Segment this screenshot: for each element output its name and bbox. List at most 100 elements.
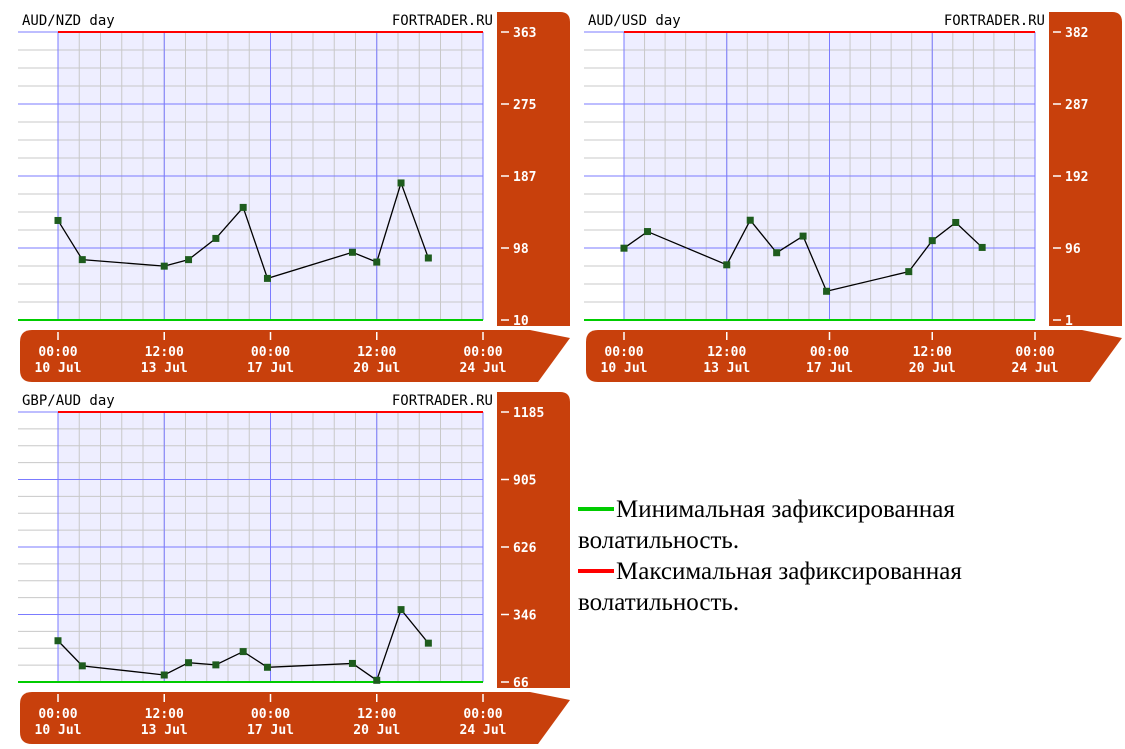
x-axis-band [20, 692, 570, 744]
chart-panel-gbp-aud: GBP/AUD day FORTRADER.RU 1185 905 626 346 66 00… [18, 390, 572, 748]
data-point [823, 287, 831, 295]
data-point [239, 203, 247, 211]
chart-brand: FORTRADER.RU [392, 393, 493, 409]
data-point [348, 248, 356, 256]
y-tick-label: 363 [513, 26, 536, 41]
x-tick-date: 17 Jul [806, 361, 853, 376]
data-point [978, 243, 986, 251]
y-axis-band [1049, 12, 1122, 326]
data-point [952, 218, 960, 226]
y-tick-label: 905 [513, 474, 536, 489]
y-tick-label: 1185 [513, 406, 544, 421]
x-axis-band [20, 330, 570, 382]
chart-title: GBP/AUD day [22, 393, 115, 409]
x-tick-time: 00:00 [251, 345, 290, 360]
data-point [773, 249, 781, 257]
y-tick-label: 346 [513, 609, 537, 624]
y-tick-label: 287 [1065, 98, 1088, 113]
data-point [424, 254, 432, 262]
y-tick-label: 98 [513, 242, 529, 257]
data-point [212, 234, 220, 242]
x-tick-date: 13 Jul [141, 723, 188, 738]
x-tick-time: 00:00 [251, 707, 290, 722]
data-point [373, 258, 381, 266]
chart-aud-nzd: AUD/NZD day FORTRADER.RU 363 275 187 98 10 00:0… [18, 12, 570, 382]
data-point [263, 663, 271, 671]
x-tick-date: 20 Jul [353, 723, 400, 738]
x-tick-date: 24 Jul [460, 361, 507, 376]
legend-swatch-max [578, 569, 614, 574]
x-tick-date: 10 Jul [35, 361, 82, 376]
data-point [160, 671, 168, 679]
x-tick-date: 17 Jul [247, 361, 294, 376]
data-point [928, 237, 936, 245]
grid [584, 31, 1036, 321]
data-point [373, 676, 381, 684]
data-point [239, 648, 247, 656]
data-point [185, 659, 193, 667]
data-point [160, 262, 168, 270]
x-tick-date: 20 Jul [909, 361, 956, 376]
chart-title: AUD/USD day [588, 13, 681, 29]
data-point [212, 661, 220, 669]
x-tick-time: 00:00 [38, 707, 77, 722]
x-tick-date: 13 Jul [141, 361, 188, 376]
data-point [348, 659, 356, 667]
x-tick-time: 00:00 [38, 345, 77, 360]
data-point [397, 606, 405, 614]
y-tick-label: 187 [513, 170, 536, 185]
data-point [723, 261, 731, 269]
chart-brand: FORTRADER.RU [944, 13, 1045, 29]
data-point [397, 179, 405, 187]
x-tick-date: 10 Jul [35, 723, 82, 738]
y-tick-label: 626 [513, 541, 537, 556]
x-tick-time: 00:00 [604, 345, 643, 360]
x-tick-time: 12:00 [913, 345, 952, 360]
legend-swatch-min [578, 507, 614, 512]
y-tick-label: 192 [1065, 170, 1088, 185]
legend-item-min: Минимальная зафиксированная волатильност… [578, 494, 1118, 556]
y-tick-label: 1 [1065, 314, 1073, 329]
x-tick-time: 00:00 [463, 345, 502, 360]
data-point [643, 228, 651, 236]
y-tick-label: 66 [513, 676, 529, 691]
x-tick-time: 12:00 [145, 707, 184, 722]
data-point [799, 232, 807, 240]
legend-item-max: Максимальная зафиксированная волатильнос… [578, 556, 1118, 618]
y-axis-band [497, 392, 570, 688]
y-tick-label: 275 [513, 98, 536, 113]
data-point [905, 268, 913, 276]
y-axis-band [497, 12, 570, 326]
x-tick-date: 24 Jul [460, 723, 507, 738]
data-point [263, 274, 271, 282]
chart-title: AUD/NZD day [22, 13, 115, 29]
data-point [620, 244, 628, 252]
y-tick-label: 96 [1065, 242, 1081, 257]
y-tick-label: 10 [513, 314, 529, 329]
data-point [78, 662, 86, 670]
x-tick-time: 00:00 [1015, 345, 1054, 360]
chart-gbp-aud: GBP/AUD day FORTRADER.RU 1185 905 626 346 66 00… [18, 392, 570, 744]
x-tick-time: 12:00 [357, 707, 396, 722]
x-tick-time: 12:00 [707, 345, 746, 360]
x-tick-date: 20 Jul [353, 361, 400, 376]
data-point [185, 256, 193, 264]
data-point [424, 639, 432, 647]
data-point [54, 637, 62, 645]
x-tick-time: 12:00 [145, 345, 184, 360]
y-tick-label: 382 [1065, 26, 1088, 41]
x-tick-time: 00:00 [810, 345, 849, 360]
x-tick-time: 00:00 [463, 707, 502, 722]
chart-brand: FORTRADER.RU [392, 13, 493, 29]
legend-max-text: Максимальная зафиксированная волатильнос… [578, 558, 962, 616]
legend-min-text: Минимальная зафиксированная волатильност… [578, 496, 955, 554]
chart-panel-aud-nzd: AUD/NZD day FORTRADER.RU 363 275 187 98 10 00:0… [18, 10, 572, 386]
data-point [746, 216, 754, 224]
x-axis-band [586, 330, 1122, 382]
x-tick-date: 17 Jul [247, 723, 294, 738]
x-tick-date: 10 Jul [601, 361, 648, 376]
x-tick-date: 24 Jul [1012, 361, 1059, 376]
x-tick-date: 13 Jul [703, 361, 750, 376]
x-tick-time: 12:00 [357, 345, 396, 360]
chart-panel-aud-usd: AUD/USD day FORTRADER.RU 382 287 192 96 1 00:00… [584, 10, 1124, 386]
